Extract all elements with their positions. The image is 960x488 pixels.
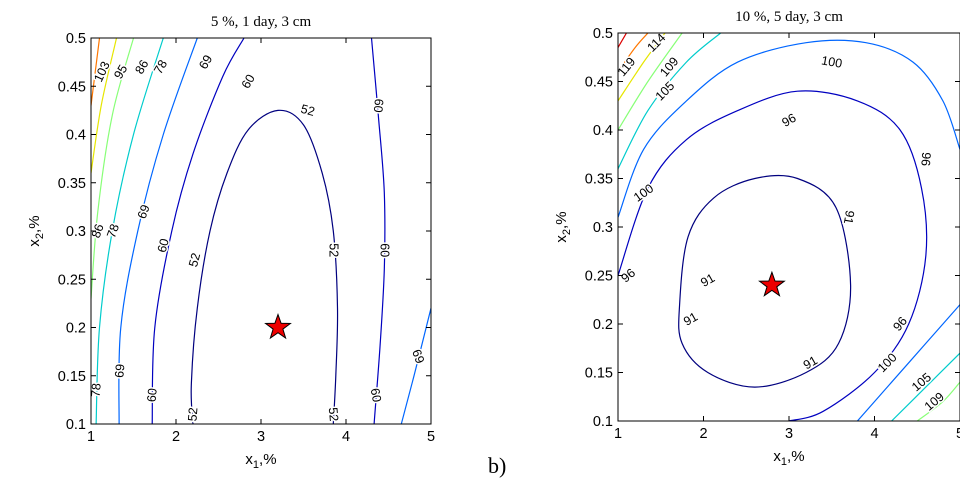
contour-line-109 <box>618 33 683 131</box>
y-tick-label: 0.3 <box>66 224 86 240</box>
contour-label: 60 <box>371 98 386 113</box>
contour-label: 60 <box>368 387 384 403</box>
x-axis-label: x1,% <box>773 448 804 468</box>
optimum-star-marker <box>758 270 786 297</box>
contour-label: 60 <box>145 388 160 403</box>
y-axis-label-unit: ,% <box>26 215 43 233</box>
contour-line-114 <box>618 33 666 102</box>
x-axis-label-base: x <box>773 448 781 465</box>
y-axis-label-unit: ,% <box>553 211 570 229</box>
x-tick-label: 1 <box>87 429 95 445</box>
x-tick-label: 3 <box>257 429 265 445</box>
y-tick-label: 0.25 <box>585 269 613 285</box>
chart-title: 5 %, 1 day, 3 cm <box>211 14 312 30</box>
x-axis-label-unit: ,% <box>259 451 277 468</box>
contour-line-95 <box>91 38 118 174</box>
contour-label: 69 <box>135 203 153 221</box>
contour-label: 69 <box>112 363 127 378</box>
contour-label: 78 <box>89 383 104 398</box>
contour-line-105 <box>891 352 960 421</box>
contour-label: 69 <box>409 348 427 366</box>
x-tick-label: 5 <box>956 426 960 442</box>
contour-label: 52 <box>326 243 340 257</box>
y-tick-label: 0.4 <box>66 128 86 144</box>
contour-label: 60 <box>155 237 172 254</box>
contour-line-86 <box>91 38 135 299</box>
contour-label: 91 <box>841 209 857 225</box>
contour-line-69 <box>118 38 198 424</box>
y-tick-label: 0.3 <box>593 220 613 236</box>
contour-label: 100 <box>820 53 843 70</box>
x-tick-label: 5 <box>427 429 435 445</box>
x-tick-label: 2 <box>699 426 707 442</box>
contour-line-96 <box>618 90 928 421</box>
y-tick-label: 0.15 <box>58 369 86 385</box>
contour-lines <box>618 33 960 421</box>
x-tick-label: 3 <box>785 426 793 442</box>
chart-title: 10 %, 5 day, 3 cm <box>735 9 843 25</box>
x-axis-label-sub: 1 <box>253 459 259 471</box>
x-axis-label-base: x <box>245 451 253 468</box>
contour-label: 52 <box>185 407 200 422</box>
y-tick-label: 0.5 <box>593 26 613 42</box>
x-tick-label: 1 <box>614 426 622 442</box>
contour-line-69 <box>400 308 431 424</box>
y-axis-label-sub: 2 <box>561 229 573 235</box>
y-tick-label: 0.45 <box>585 75 613 91</box>
y-tick-label: 0.5 <box>66 31 86 47</box>
contour-panel-right: 9191919196969696100100100105105109109114… <box>553 9 960 468</box>
contour-line-78 <box>95 38 164 424</box>
y-tick-label: 0.1 <box>593 414 613 430</box>
contour-line-103 <box>91 38 101 106</box>
contour-line-60 <box>151 38 245 424</box>
y-axis-label: x2,% <box>553 211 573 242</box>
contour-line-100 <box>856 304 960 421</box>
contour-line-100 <box>618 39 960 218</box>
y-tick-label: 0.45 <box>58 79 86 95</box>
y-axis-label-base: x <box>553 235 570 243</box>
x-axis-label-sub: 1 <box>781 456 787 468</box>
x-tick-label: 4 <box>870 426 878 442</box>
contour-line-109 <box>916 381 960 421</box>
contour-line-60 <box>370 38 386 424</box>
x-tick-label: 2 <box>172 429 180 445</box>
y-tick-label: 0.4 <box>593 123 613 139</box>
contour-line-105 <box>618 33 721 170</box>
x-axis-label: x1,% <box>245 451 276 471</box>
y-axis-label: x2,% <box>26 215 46 246</box>
y-axis-label-base: x <box>26 239 43 247</box>
contour-line-91 <box>678 174 852 388</box>
y-tick-label: 0.15 <box>585 366 613 382</box>
y-tick-label: 0.2 <box>593 317 613 333</box>
y-tick-label: 0.2 <box>66 321 86 337</box>
y-axis-label-sub: 2 <box>34 233 46 239</box>
contour-label: 96 <box>918 152 933 167</box>
y-tick-label: 0.35 <box>58 176 86 192</box>
contour-label: 52 <box>326 407 341 422</box>
y-tick-label: 0.25 <box>58 272 86 288</box>
contour-label: 60 <box>377 243 391 257</box>
plot-area <box>618 33 960 421</box>
x-tick-label: 4 <box>342 429 350 445</box>
optimum-star-marker <box>264 312 292 340</box>
contour-lines <box>91 38 431 424</box>
y-tick-label: 0.35 <box>585 172 613 188</box>
contour-label: 78 <box>104 222 122 240</box>
contour-line-119 <box>618 33 649 73</box>
panel-label: b) <box>488 453 506 478</box>
contour-line-52 <box>190 109 339 424</box>
y-tick-label: 0.1 <box>66 417 86 433</box>
plot-area <box>91 38 431 424</box>
contour-label: 52 <box>186 251 203 268</box>
x-axis-label-unit: ,% <box>787 448 805 465</box>
contour-label: 52 <box>299 102 316 119</box>
